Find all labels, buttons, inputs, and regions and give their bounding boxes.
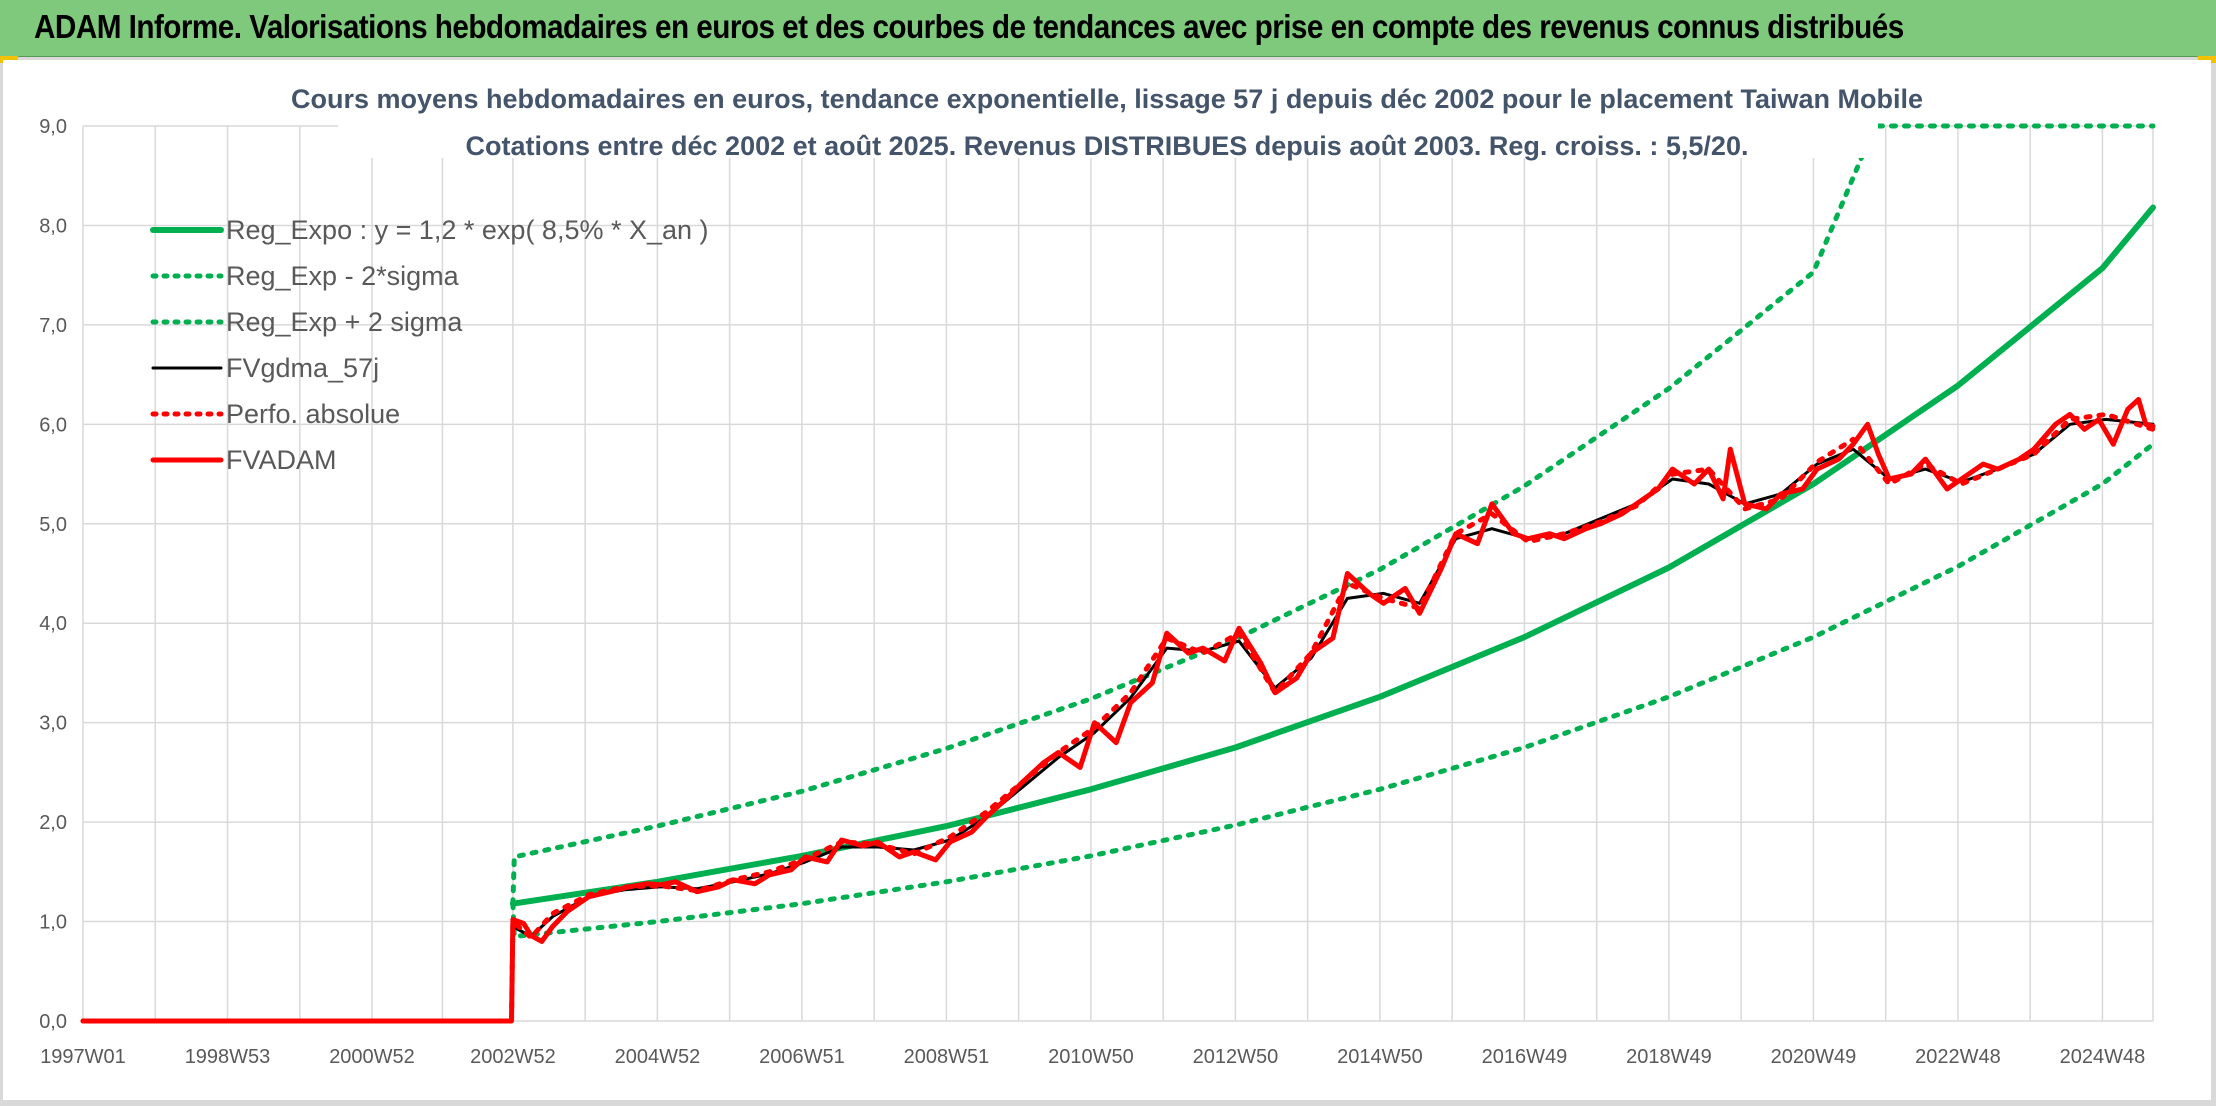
legend-label: Reg_Expo : y = 1,2 * exp( 8,5% * X_an ) <box>226 215 709 245</box>
corner-marker <box>2198 56 2216 63</box>
chart-svg: 0,0 1,0 2,0 3,0 4,0 5,0 6,0 7,0 8,0 9,0 1997W01 199… <box>39 82 2156 1068</box>
y-tick-label: 3,0 <box>39 713 67 735</box>
x-tick-label: 2000W52 <box>329 1046 415 1068</box>
x-tick-label: 1997W01 <box>40 1046 126 1068</box>
series-layer <box>80 123 2156 1024</box>
series-line-3 <box>81 417 2155 1023</box>
chart-area: 0,0 1,0 2,0 3,0 4,0 5,0 6,0 7,0 8,0 9,0 1997W01 199… <box>3 60 2211 1100</box>
y-tick-label: 2,0 <box>39 812 67 834</box>
legend-label: FVgdma_57j <box>226 353 379 383</box>
y-tick-label: 8,0 <box>39 215 67 237</box>
legend-label: Reg_Exp + 2 sigma <box>226 307 463 337</box>
corner-marker <box>0 56 18 63</box>
tick-layer: 0,0 1,0 2,0 3,0 4,0 5,0 6,0 7,0 8,0 9,0 1997W01 199… <box>39 116 2145 1068</box>
x-tick-label: 2020W49 <box>1771 1046 1857 1068</box>
series-line-2 <box>510 123 2156 907</box>
y-tick-label: 7,0 <box>39 315 67 337</box>
legend-entry: Reg_Exp - 2*sigma <box>150 261 460 291</box>
report-header: ADAM Informe. Valorisations hebdomadaire… <box>0 0 2216 57</box>
chart-subtitle: Cotations entre déc 2002 et août 2025. R… <box>466 131 1749 161</box>
x-tick-label: 2014W50 <box>1337 1046 1423 1068</box>
x-tick-label: 2024W48 <box>2060 1046 2146 1068</box>
x-tick-label: 2010W50 <box>1048 1046 1134 1068</box>
legend-label: FVADAM <box>226 445 337 475</box>
y-tick-label: 6,0 <box>39 414 67 436</box>
x-tick-label: 2004W52 <box>615 1046 701 1068</box>
series-line-0 <box>509 204 2156 907</box>
report-title: ADAM Informe. Valorisations hebdomadaire… <box>34 8 1904 45</box>
legend-label: Reg_Exp - 2*sigma <box>226 261 460 291</box>
legend-entry: Perfo. absolue <box>150 399 400 429</box>
legend-entry: Reg_Exp + 2 sigma <box>150 307 463 337</box>
x-tick-label: 2012W50 <box>1193 1046 1279 1068</box>
legend-entry: Reg_Expo : y = 1,2 * exp( 8,5% * X_an ) <box>150 215 709 245</box>
x-tick-label: 2006W51 <box>759 1046 845 1068</box>
x-tick-label: 2016W49 <box>1482 1046 1568 1068</box>
y-tick-label: 5,0 <box>39 514 67 536</box>
x-tick-label: 2018W49 <box>1626 1046 1712 1068</box>
y-tick-label: 1,0 <box>39 912 67 934</box>
legend: Reg_Expo : y = 1,2 * exp( 8,5% * X_an ) R… <box>150 215 709 475</box>
x-tick-label: 1998W53 <box>185 1046 271 1068</box>
title-backdrop <box>338 82 1878 158</box>
y-tick-label: 0,0 <box>39 1011 67 1033</box>
x-tick-label: 2022W48 <box>1915 1046 2001 1068</box>
y-tick-label: 4,0 <box>39 613 67 635</box>
chart-title: Cours moyens hebdomadaires en euros, ten… <box>291 84 1923 114</box>
title-layer: Cours moyens hebdomadaires en euros, ten… <box>291 82 1923 161</box>
legend-entry: FVgdma_57j <box>151 353 379 383</box>
series-line-4 <box>80 411 2156 1024</box>
series-line-5 <box>80 397 2156 1024</box>
y-tick-label: 9,0 <box>39 116 67 138</box>
series-line-1 <box>510 441 2156 939</box>
x-tick-label: 2008W51 <box>904 1046 990 1068</box>
x-tick-label: 2002W52 <box>470 1046 556 1068</box>
legend-entry: FVADAM <box>150 445 337 475</box>
legend-label: Perfo. absolue <box>226 399 400 429</box>
